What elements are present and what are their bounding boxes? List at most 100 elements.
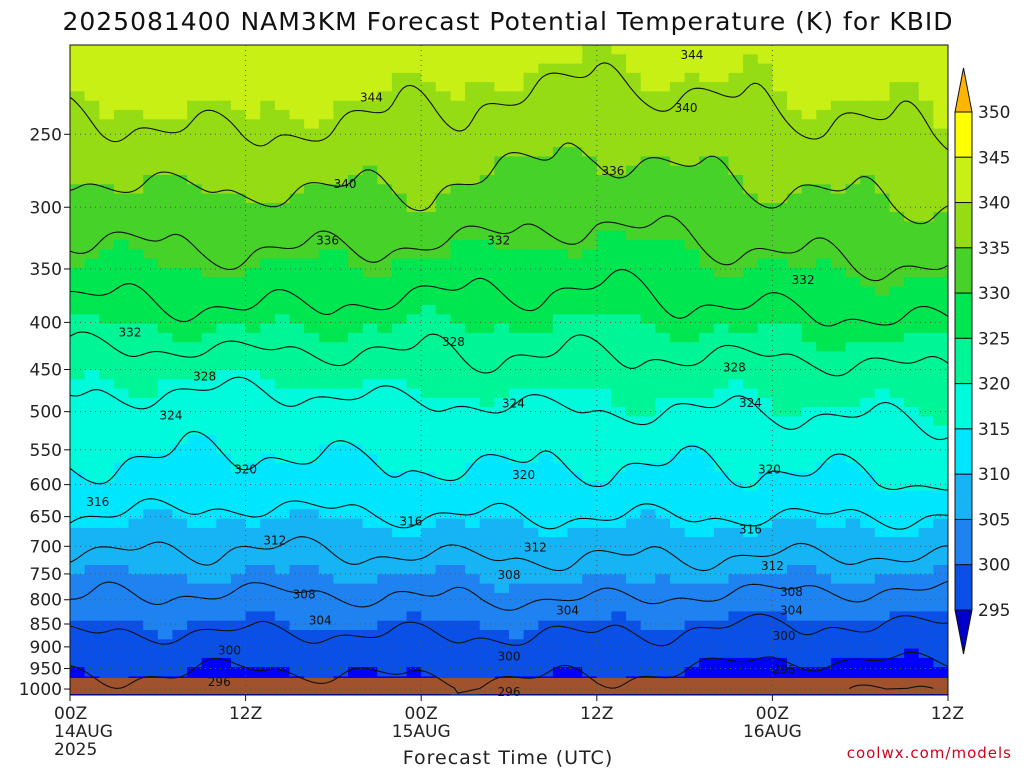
contour-fill-cell	[918, 332, 934, 343]
contour-fill-cell	[874, 546, 890, 557]
contour-fill-cell	[582, 509, 598, 520]
contour-fill-cell	[70, 360, 86, 371]
contour-fill-cell	[245, 137, 261, 148]
contour-fill-cell	[435, 342, 451, 352]
contour-fill-cell	[582, 82, 598, 92]
contour-fill-cell	[684, 212, 700, 222]
contour-fill-cell	[640, 639, 656, 650]
contour-fill-cell	[552, 221, 569, 232]
contour-fill-cell	[582, 286, 598, 297]
contour-fill-cell	[231, 351, 247, 362]
contour-fill-cell	[918, 212, 934, 222]
contour-fill-cell	[201, 527, 217, 538]
contour-fill-cell	[611, 54, 627, 65]
contour-fill-cell	[450, 165, 466, 176]
contour-fill-cell	[421, 602, 437, 612]
contour-fill-cell	[728, 648, 744, 659]
contour-fill-cell	[113, 267, 130, 278]
contour-fill-cell	[904, 630, 920, 640]
contour-fill-cell	[904, 193, 920, 204]
contour-fill-cell	[830, 110, 847, 120]
contour-fill-cell	[830, 202, 847, 213]
contour-fill-cell	[391, 202, 408, 213]
contour-fill-cell	[743, 240, 759, 250]
contour-fill-cell	[933, 82, 948, 92]
contour-fill-cell	[391, 592, 408, 603]
contour-fill-cell	[113, 407, 130, 417]
contour-fill-cell	[479, 453, 495, 464]
contour-fill-cell	[596, 370, 612, 380]
contour-fill-cell	[289, 165, 305, 176]
contour-fill-cell	[933, 500, 948, 510]
contour-fill-cell	[889, 574, 905, 585]
contour-fill-cell	[801, 267, 817, 278]
contour-fill-cell	[582, 472, 598, 482]
contour-fill-cell	[918, 639, 934, 650]
contour-fill-cell	[128, 286, 144, 297]
contour-fill-cell	[816, 425, 832, 436]
contour-fill-cell	[260, 72, 276, 83]
contour-fill-cell	[889, 193, 905, 204]
contour-fill-cell	[523, 100, 539, 111]
contour-fill-cell	[538, 462, 554, 473]
contour-fill-cell	[70, 481, 86, 492]
contour-fill-cell	[816, 342, 832, 352]
contour-fill-cell	[743, 444, 759, 455]
contour-fill-cell	[479, 147, 495, 157]
contour-fill-cell	[904, 277, 920, 287]
contour-fill-cell	[611, 175, 627, 185]
contour-fill-cell	[187, 332, 203, 343]
contour-fill-cell	[684, 267, 700, 278]
contour-fill-cell	[552, 370, 569, 380]
contour-fill-cell	[465, 639, 481, 650]
contour-fill-cell	[655, 667, 671, 677]
contour-fill-cell	[187, 156, 203, 167]
contour-fill-cell	[684, 156, 700, 167]
contour-fill-cell	[99, 128, 115, 139]
contour-fill-cell	[143, 249, 159, 260]
contour-fill-cell	[362, 277, 378, 287]
contour-fill-cell	[333, 518, 349, 529]
contour-fill-cell	[904, 527, 920, 538]
contour-fill-cell	[435, 472, 451, 482]
contour-fill-cell	[465, 481, 481, 492]
contour-fill-cell	[699, 537, 715, 547]
contour-fill-cell	[830, 490, 847, 501]
contour-fill-cell	[787, 110, 803, 120]
contour-fill-cell	[391, 332, 408, 343]
contour-fill-cell	[260, 639, 276, 650]
contour-fill-cell	[509, 602, 525, 612]
contour-fill-cell	[245, 657, 261, 668]
contour-fill-cell	[874, 110, 890, 120]
contour-fill-cell	[216, 639, 232, 650]
contour-fill-cell	[187, 295, 203, 306]
contour-fill-cell	[830, 54, 847, 65]
contour-fill-cell	[304, 537, 320, 547]
contour-fill-cell	[216, 648, 232, 659]
contour-fill-cell	[830, 91, 847, 102]
contour-fill-cell	[918, 202, 934, 213]
contour-fill-cell	[231, 100, 247, 111]
contour-fill-cell	[816, 286, 832, 297]
contour-fill-cell	[84, 156, 100, 167]
contour-fill-cell	[362, 147, 378, 157]
contour-fill-cell	[772, 490, 788, 501]
contour-fill-cell	[391, 453, 408, 464]
contour-fill-cell	[274, 286, 291, 297]
contour-fill-cell	[860, 657, 876, 668]
contour-fill-cell	[260, 54, 276, 65]
contour-fill-cell	[509, 472, 525, 482]
contour-fill-cell	[304, 184, 320, 195]
contour-fill-cell	[523, 565, 539, 575]
contour-fill-cell	[538, 527, 554, 538]
contour-fill-cell	[670, 472, 686, 482]
contour-fill-cell	[699, 518, 715, 529]
contour-fill-cell	[479, 249, 495, 260]
contour-fill-cell	[670, 611, 686, 622]
contour-fill-cell	[523, 175, 539, 185]
contour-fill-cell	[845, 481, 861, 492]
contour-fill-cell	[421, 388, 437, 399]
contour-fill-cell	[816, 277, 832, 287]
contour-fill-cell	[874, 45, 890, 55]
contour-fill-cell	[538, 342, 554, 352]
